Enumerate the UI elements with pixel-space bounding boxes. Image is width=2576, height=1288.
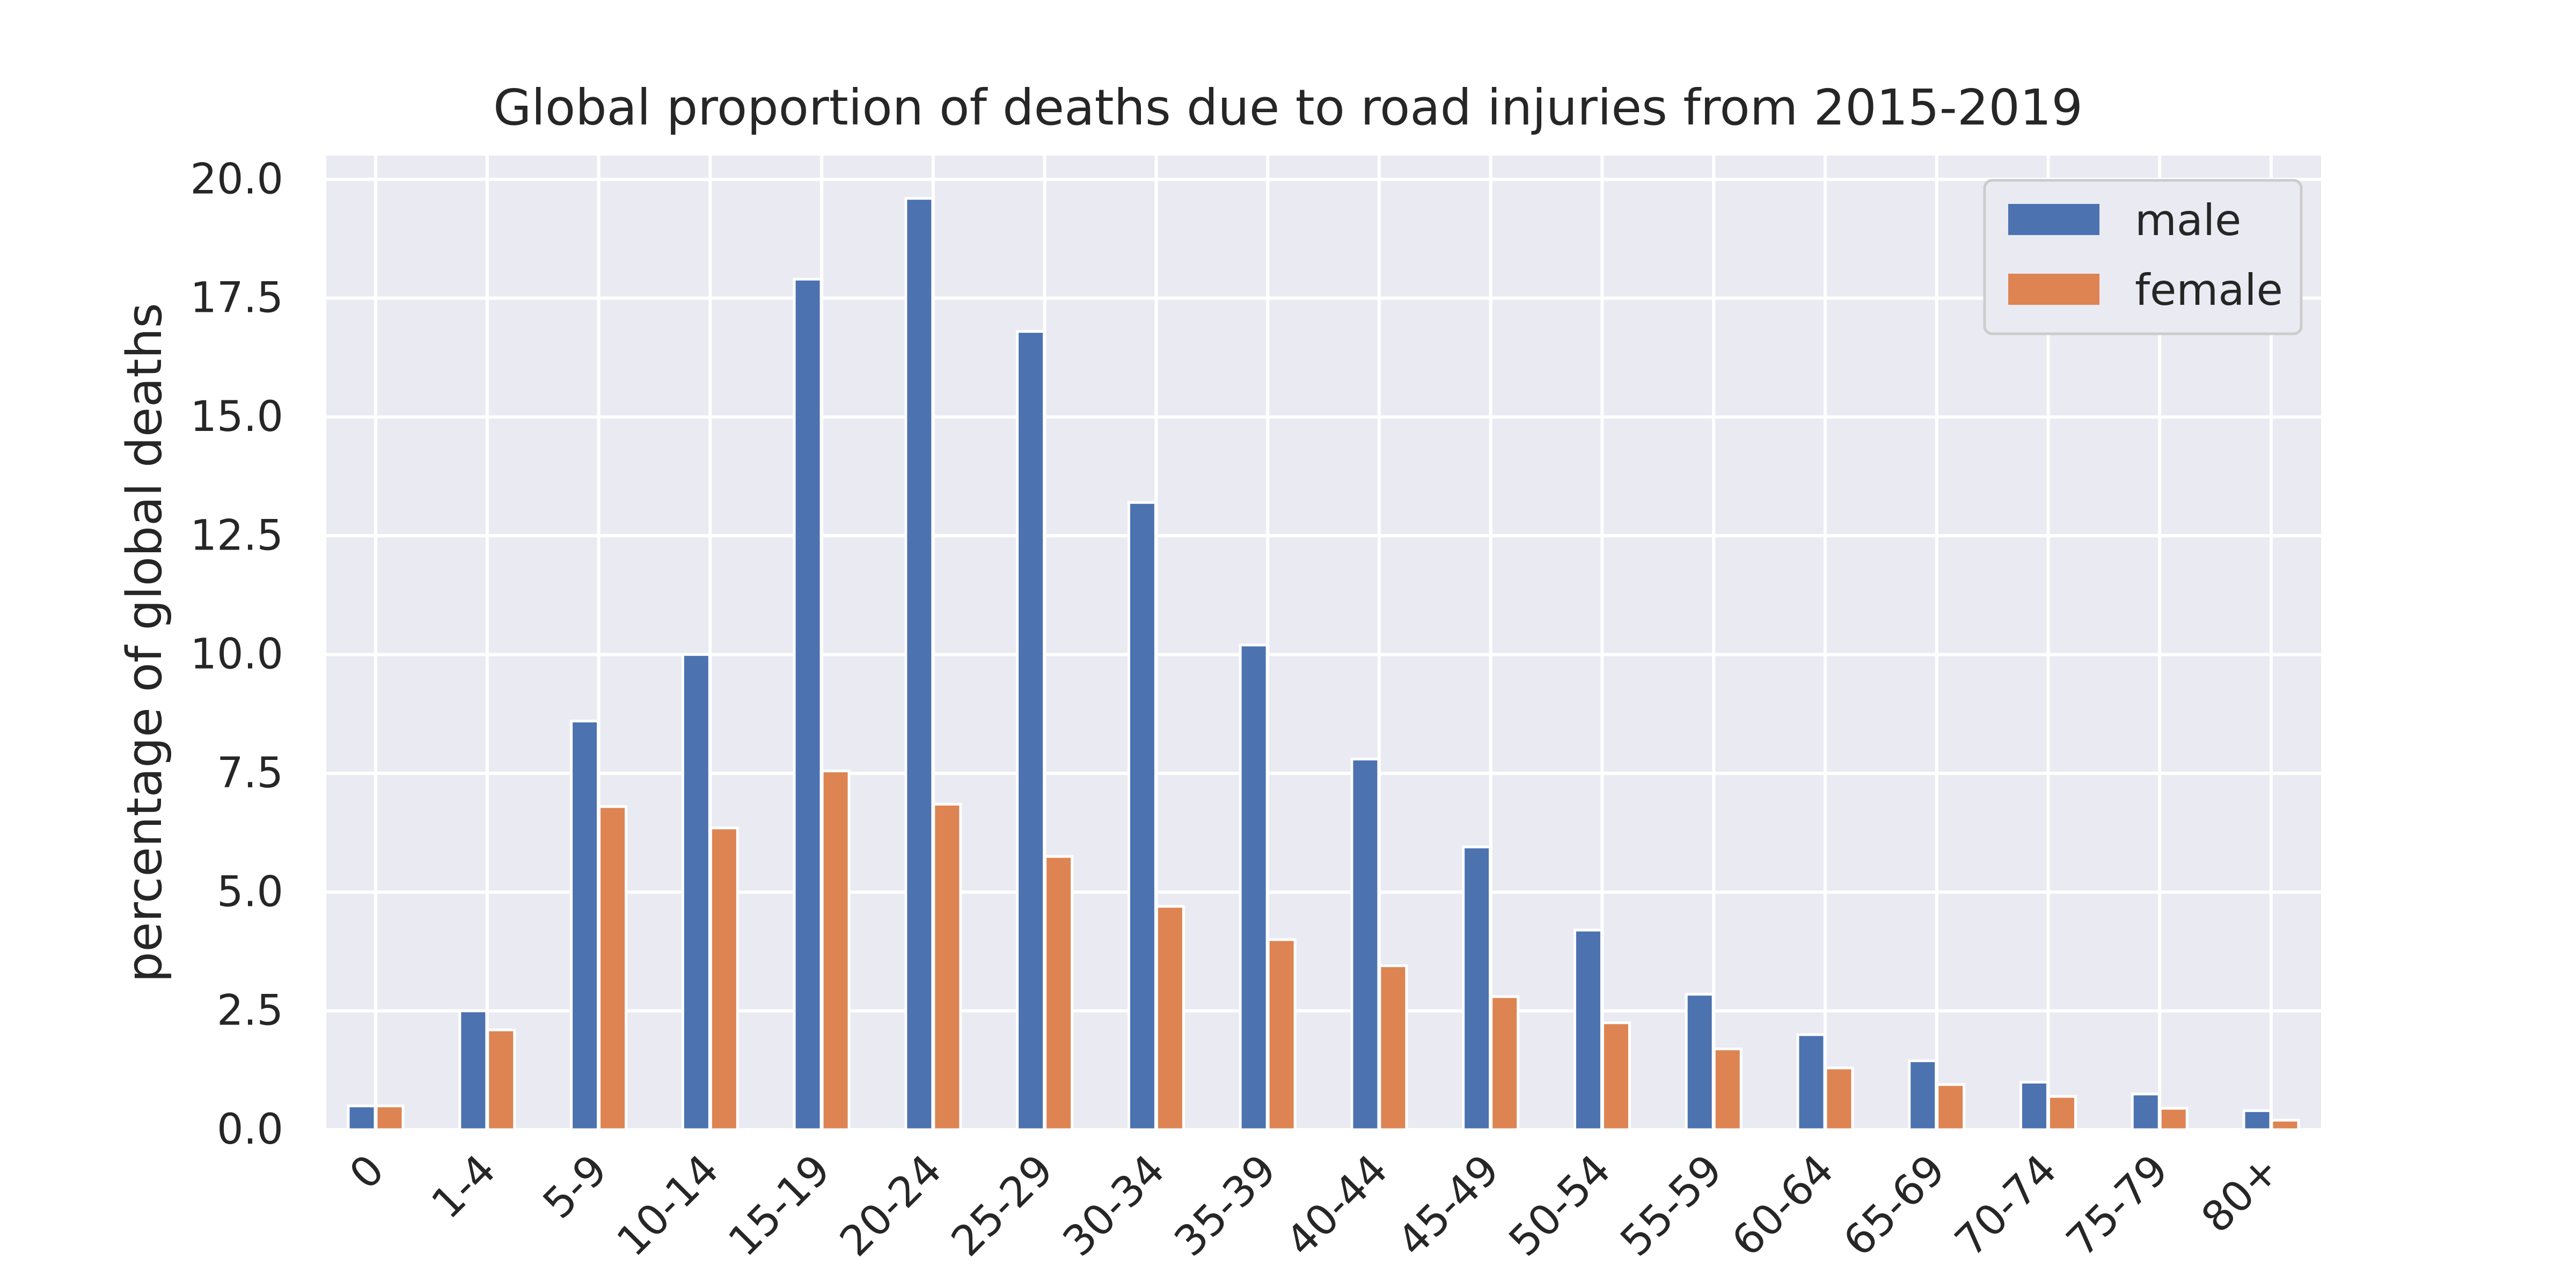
- bar-male-35-39: [1239, 643, 1269, 1131]
- bar-female-30-34: [1155, 905, 1185, 1131]
- y-tick-label: 12.5: [190, 511, 283, 560]
- x-tick-label: 20-24: [831, 1146, 951, 1266]
- x-tick-label: 40-44: [1277, 1146, 1397, 1266]
- x-tick-label: 70-74: [1946, 1146, 2066, 1266]
- bar-male-55-59: [1685, 993, 1715, 1131]
- bar-male-15-19: [793, 277, 823, 1131]
- y-axis-label: percentage of global deaths: [116, 303, 173, 982]
- bar-female-15-19: [821, 770, 851, 1131]
- x-tick-label: 55-59: [1612, 1146, 1732, 1266]
- bar-male-25-29: [1016, 330, 1046, 1131]
- y-tick-label: 5.0: [217, 868, 283, 916]
- x-tick-label: 25-29: [942, 1146, 1063, 1266]
- legend-label-female: female: [2135, 265, 2283, 315]
- bar-male-1-4: [458, 1009, 488, 1131]
- y-tick-label: 15.0: [190, 393, 283, 441]
- legend-swatch-male: [2008, 204, 2099, 235]
- x-tick-label: 65-69: [1834, 1146, 1955, 1266]
- x-tick-label: 45-49: [1388, 1146, 1509, 1266]
- y-tick-label: 2.5: [217, 987, 283, 1035]
- bar-female-0: [375, 1104, 405, 1131]
- chart-title: Global proportion of deaths due to road …: [493, 79, 2083, 136]
- x-tick-label: 80+: [2192, 1146, 2289, 1242]
- y-tick-label: 0.0: [217, 1106, 283, 1154]
- x-tick-label: 30-34: [1054, 1146, 1174, 1266]
- bar-female-1-4: [486, 1028, 516, 1131]
- x-tick-label: 35-39: [1166, 1146, 1286, 1266]
- bar-male-45-49: [1462, 845, 1492, 1131]
- legend-label-male: male: [2135, 195, 2241, 245]
- bar-male-10-14: [681, 653, 711, 1131]
- bar-female-70-74: [2047, 1095, 2077, 1131]
- x-tick-label: 1-4: [422, 1146, 505, 1228]
- bar-male-30-34: [1127, 501, 1157, 1131]
- bar-male-60-64: [1796, 1033, 1826, 1131]
- bar-female-60-64: [1824, 1066, 1854, 1131]
- bar-male-5-9: [570, 720, 600, 1131]
- bar-male-75-79: [2131, 1093, 2161, 1131]
- x-tick-label: 50-54: [1500, 1146, 1620, 1266]
- bar-female-10-14: [709, 826, 739, 1131]
- bar-female-50-54: [1601, 1021, 1631, 1131]
- x-tick-label: 0: [341, 1146, 394, 1199]
- x-tick-label: 10-14: [608, 1146, 728, 1266]
- x-tick-label: 5-9: [534, 1146, 617, 1228]
- y-tick-label: 20.0: [190, 155, 283, 203]
- bar-female-55-59: [1713, 1047, 1743, 1131]
- y-tick-label: 17.5: [190, 274, 283, 323]
- bar-male-40-44: [1350, 757, 1380, 1131]
- bar-female-25-29: [1044, 855, 1074, 1131]
- x-tick-label: 60-64: [1723, 1146, 1843, 1266]
- bar-female-20-24: [932, 803, 962, 1131]
- bar-female-75-79: [2158, 1107, 2189, 1131]
- bar-female-35-39: [1267, 938, 1297, 1131]
- bars: [347, 197, 2300, 1131]
- bar-female-65-69: [1936, 1083, 1966, 1131]
- x-tick-label: 75-79: [2058, 1146, 2178, 1266]
- y-tick-label: 10.0: [190, 631, 283, 679]
- bar-male-50-54: [1573, 928, 1603, 1131]
- y-tick-label: 7.5: [217, 749, 283, 797]
- bar-female-45-49: [1490, 995, 1520, 1131]
- legend: male female: [1983, 179, 2303, 335]
- x-axis-ticks: 0 1-4 5-910-1415-1920-2425-2930-3435-3940-…: [341, 1146, 2289, 1266]
- bar-male-80+: [2242, 1109, 2272, 1131]
- bar-male-20-24: [904, 197, 934, 1131]
- bar-female-40-44: [1378, 964, 1408, 1131]
- bar-female-80+: [2270, 1118, 2300, 1131]
- bar-male-0: [347, 1104, 377, 1131]
- x-tick-label: 15-19: [720, 1146, 840, 1266]
- bar-male-65-69: [1908, 1059, 1938, 1131]
- y-axis-ticks: 0.0 2.5 5.0 7.5 10.0 12.5 15.0 17.5 20.0: [190, 155, 283, 1154]
- legend-swatch-female: [2008, 274, 2099, 305]
- bar-female-5-9: [598, 805, 628, 1131]
- bar-male-70-74: [2019, 1080, 2049, 1131]
